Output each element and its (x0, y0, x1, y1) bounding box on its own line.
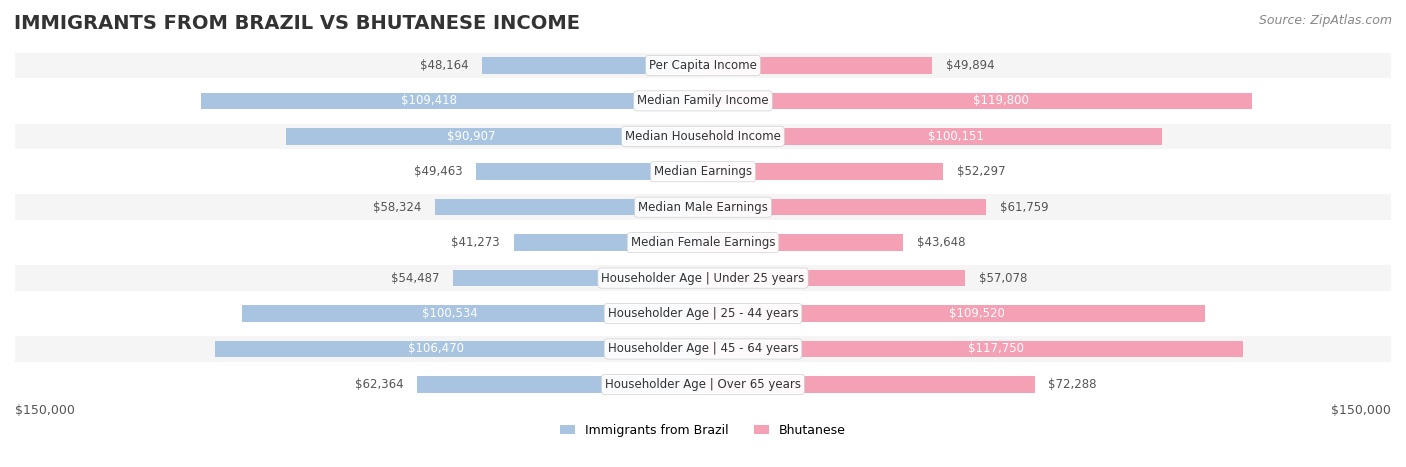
Text: $109,520: $109,520 (949, 307, 1005, 320)
Legend: Immigrants from Brazil, Bhutanese: Immigrants from Brazil, Bhutanese (555, 419, 851, 442)
Text: Median Household Income: Median Household Income (626, 130, 780, 143)
Bar (15, 230, 1391, 255)
Text: Median Male Earnings: Median Male Earnings (638, 201, 768, 214)
Text: $90,907: $90,907 (447, 130, 496, 143)
Bar (15, 194, 1391, 220)
Text: $61,759: $61,759 (1000, 201, 1049, 214)
Text: $106,470: $106,470 (408, 342, 464, 355)
Bar (703, 341, 1243, 357)
Text: Householder Age | Over 65 years: Householder Age | Over 65 years (605, 378, 801, 391)
Bar (703, 270, 965, 286)
Bar (15, 159, 1391, 184)
Bar (453, 270, 703, 286)
Text: $48,164: $48,164 (420, 59, 468, 72)
Text: $150,000: $150,000 (15, 404, 75, 417)
Text: $52,297: $52,297 (956, 165, 1005, 178)
Text: $109,418: $109,418 (401, 94, 457, 107)
Text: Householder Age | 25 - 44 years: Householder Age | 25 - 44 years (607, 307, 799, 320)
Text: $49,463: $49,463 (413, 165, 463, 178)
Bar (703, 92, 1253, 109)
Bar (15, 301, 1391, 326)
Text: Median Earnings: Median Earnings (654, 165, 752, 178)
Bar (15, 88, 1391, 113)
Bar (513, 234, 703, 251)
Text: Householder Age | 45 - 64 years: Householder Age | 45 - 64 years (607, 342, 799, 355)
Bar (215, 341, 703, 357)
Text: Householder Age | Under 25 years: Householder Age | Under 25 years (602, 272, 804, 284)
Bar (15, 372, 1391, 397)
Bar (703, 199, 986, 215)
Bar (285, 128, 703, 145)
Bar (436, 199, 703, 215)
Text: $58,324: $58,324 (374, 201, 422, 214)
Text: $117,750: $117,750 (967, 342, 1024, 355)
Text: $100,534: $100,534 (422, 307, 478, 320)
Text: $150,000: $150,000 (1331, 404, 1391, 417)
Bar (418, 376, 703, 393)
Text: $100,151: $100,151 (928, 130, 984, 143)
Text: Source: ZipAtlas.com: Source: ZipAtlas.com (1258, 14, 1392, 27)
Text: $54,487: $54,487 (391, 272, 439, 284)
Text: Median Female Earnings: Median Female Earnings (631, 236, 775, 249)
Text: $57,078: $57,078 (979, 272, 1026, 284)
Bar (15, 265, 1391, 291)
Bar (703, 57, 932, 74)
Bar (703, 234, 903, 251)
Text: $119,800: $119,800 (973, 94, 1029, 107)
Text: $41,273: $41,273 (451, 236, 501, 249)
Bar (201, 92, 703, 109)
Text: $49,894: $49,894 (946, 59, 994, 72)
Text: Per Capita Income: Per Capita Income (650, 59, 756, 72)
Bar (15, 124, 1391, 149)
Text: $72,288: $72,288 (1049, 378, 1097, 391)
Bar (242, 305, 703, 322)
Bar (482, 57, 703, 74)
Text: IMMIGRANTS FROM BRAZIL VS BHUTANESE INCOME: IMMIGRANTS FROM BRAZIL VS BHUTANESE INCO… (14, 14, 581, 33)
Text: $62,364: $62,364 (354, 378, 404, 391)
Bar (703, 128, 1163, 145)
Text: Median Family Income: Median Family Income (637, 94, 769, 107)
Bar (15, 53, 1391, 78)
Bar (703, 376, 1035, 393)
Bar (703, 163, 943, 180)
Bar (477, 163, 703, 180)
Bar (703, 305, 1205, 322)
Text: $43,648: $43,648 (917, 236, 966, 249)
Bar (15, 336, 1391, 362)
